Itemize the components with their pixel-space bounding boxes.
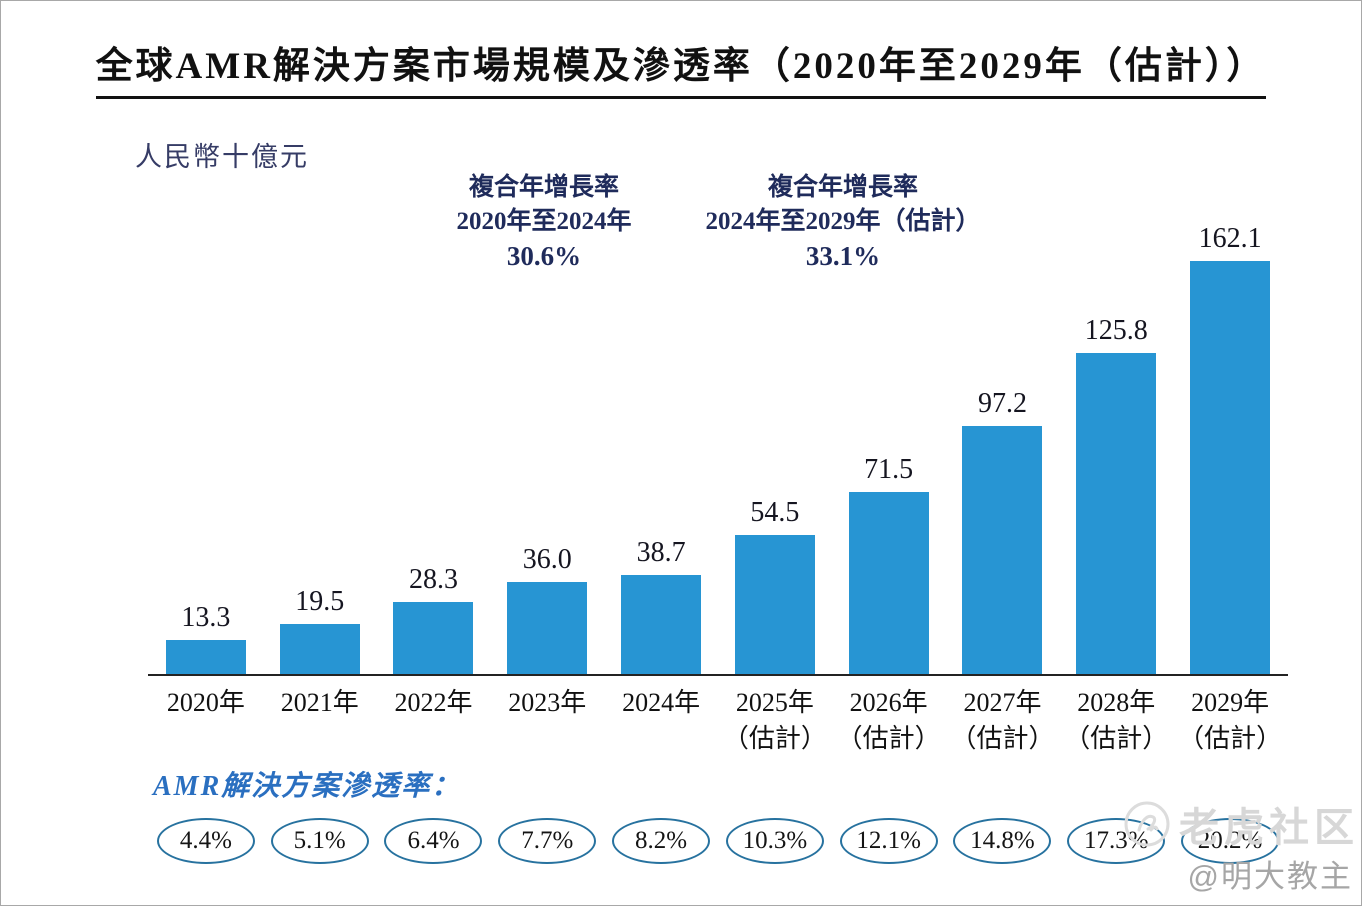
bar-column-2024年: 38.7	[604, 211, 718, 674]
penetration-oval: 5.1%	[270, 818, 369, 864]
penetration-oval: 10.3%	[725, 818, 824, 864]
cagr-annotation-2024-2029: 複合年增長率 2024年至2029年（估計） 33.1%	[673, 171, 1013, 273]
x-axis-label: 2023年	[508, 688, 587, 717]
penetration-oval: 17.3%	[1067, 818, 1166, 864]
page-title: 全球AMR解決方案市場規模及滲透率（2020年至2029年（估計））	[1, 35, 1361, 99]
watermark-username: @明大教主	[1187, 859, 1353, 894]
bar	[1076, 353, 1157, 674]
bar-value-label: 54.5	[750, 497, 800, 528]
x-axis-label: 2024年	[622, 688, 701, 717]
cagr-annotation-line2: 2024年至2029年（估計）	[705, 208, 981, 235]
penetration-oval-cell: 4.4%	[149, 818, 263, 864]
penetration-oval-cell: 17.3%	[1059, 818, 1173, 864]
bar	[1190, 261, 1271, 674]
bar-column-2021年: 19.5	[263, 211, 377, 674]
bar	[393, 602, 474, 674]
bar-column-2022年: 28.3	[377, 211, 491, 674]
bar-column-2028年（估計）: 125.8	[1059, 211, 1173, 674]
bar-chart-plot-area: 13.3 19.5 28.3 36.0 38.7 54.5 71.5 97.2 125.8 162…	[149, 211, 1287, 674]
penetration-oval-cell: 5.1%	[263, 818, 377, 864]
bar-value-label: 28.3	[408, 564, 458, 595]
bar	[848, 492, 929, 674]
watermark-logo-icon	[1124, 801, 1170, 847]
x-axis-label: 2026年 （估計）	[836, 688, 941, 753]
penetration-oval-cell: 6.4%	[377, 818, 491, 864]
bar	[621, 575, 702, 674]
x-axis-label: 2021年	[280, 688, 359, 717]
x-axis-label: 2027年 （估計）	[950, 688, 1055, 753]
penetration-rate-label: AMR解決方案滲透率：	[153, 771, 462, 802]
bar-value-label: 13.3	[181, 602, 231, 633]
penetration-oval-cell: 10.3%	[718, 818, 832, 864]
bar-column-2020年: 13.3	[149, 211, 263, 674]
penetration-oval: 4.4%	[156, 818, 255, 864]
bar-value-label: 36.0	[522, 544, 572, 575]
penetration-oval-cell: 7.7%	[490, 818, 604, 864]
bar-column-2023年: 36.0	[490, 211, 604, 674]
penetration-oval: 12.1%	[839, 818, 938, 864]
bar	[734, 535, 815, 674]
bar	[279, 624, 360, 674]
bar-value-label: 71.5	[864, 454, 914, 485]
penetration-oval-cell: 20.2%	[1173, 818, 1287, 864]
bar-value-label: 97.2	[977, 388, 1027, 419]
penetration-oval: 14.8%	[953, 818, 1052, 864]
penetration-oval-cell: 14.8%	[946, 818, 1060, 864]
x-axis-label: 2025年 （估計）	[722, 688, 827, 753]
x-axis-label: 2020年	[166, 688, 245, 717]
bar-column-2027年（估計）: 97.2	[946, 211, 1060, 674]
cagr-annotation-line1: 複合年增長率	[468, 174, 619, 201]
penetration-oval: 7.7%	[498, 818, 597, 864]
bar-column-2026年（估計）: 71.5	[832, 211, 946, 674]
bar-value-label: 38.7	[636, 537, 686, 568]
bar-value-label: 19.5	[295, 586, 345, 617]
bar-value-label: 125.8	[1084, 315, 1148, 346]
x-axis-label: 2029年 （估計）	[1178, 688, 1283, 753]
watermark-brand-text: 老虎社区	[1179, 806, 1359, 850]
penetration-oval: 6.4%	[384, 818, 483, 864]
penetration-oval-cell: 8.2%	[604, 818, 718, 864]
cagr-annotation-value: 33.1%	[805, 241, 881, 271]
x-axis-label: 2022年	[394, 688, 473, 717]
bar-column-2025年（估計）: 54.5	[718, 211, 832, 674]
bar-column-2029年（估計）: 162.1	[1173, 211, 1287, 674]
x-axis-line	[148, 674, 1288, 676]
penetration-oval: 8.2%	[612, 818, 711, 864]
cagr-annotation-value: 30.6%	[506, 241, 582, 271]
cagr-annotation-line2: 2020年至2024年	[456, 208, 632, 235]
bar-value-label: 162.1	[1198, 223, 1262, 254]
cagr-annotation-line1: 複合年增長率	[767, 174, 918, 201]
y-axis-unit-label: 人民幣十億元	[135, 142, 309, 172]
penetration-oval-cell: 12.1%	[832, 818, 946, 864]
page-title-text: 全球AMR解決方案市場規模及滲透率（2020年至2029年（估計））	[95, 35, 1267, 99]
bar	[165, 640, 246, 674]
x-axis-label: 2028年 （估計）	[1064, 688, 1169, 753]
bar	[507, 582, 588, 674]
penetration-oval: 20.2%	[1181, 818, 1280, 864]
penetration-rate-row: 4.4% 5.1% 6.4% 7.7% 8.2% 10.3% 12.1% 14.8% 17.3%…	[149, 818, 1287, 864]
cagr-annotation-2020-2024: 複合年增長率 2020年至2024年 30.6%	[409, 171, 679, 273]
x-axis-labels-row: 2020年 2021年 2022年 2023年 2024年 2025年 （估計） 2026年（…	[149, 685, 1287, 757]
watermark-brand-row: 老虎社区	[1123, 795, 1359, 853]
bar	[962, 426, 1043, 674]
